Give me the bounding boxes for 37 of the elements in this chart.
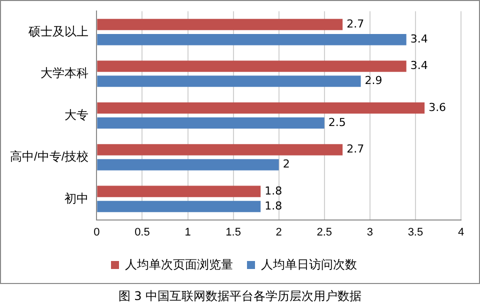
x-tick-label: 3: [366, 226, 373, 238]
x-tick-label: 2: [276, 226, 282, 238]
data-label: 2: [282, 158, 290, 171]
bar: [97, 102, 425, 114]
y-tick-label: 初中: [64, 191, 89, 206]
x-tick-label: 0.5: [134, 226, 150, 238]
y-tick-label: 硕士及以上: [28, 24, 89, 38]
legend-label: 人均单次页面浏览量: [125, 257, 233, 272]
bar: [97, 60, 406, 72]
x-tick-label: 3.5: [408, 226, 424, 238]
y-tick-label: 高中/中专/技校: [10, 150, 89, 164]
data-label: 3.6: [428, 100, 446, 114]
legend-label: 人均单日访问次数: [261, 257, 357, 272]
bar: [97, 117, 324, 129]
x-tick-label: 1.5: [226, 226, 241, 238]
y-tick-label: 大专: [64, 108, 89, 122]
data-label: 1.8: [264, 184, 282, 198]
data-label: 1.8: [264, 199, 282, 212]
x-tick-label: 2.5: [316, 226, 332, 238]
data-label: 2.5: [328, 116, 346, 129]
y-tick-label: 大学本科: [40, 66, 89, 80]
bar: [97, 186, 261, 198]
bar: [97, 76, 361, 87]
data-label: 2.7: [346, 142, 364, 156]
bar: [97, 159, 279, 170]
x-tick-label: 1: [184, 226, 191, 238]
data-label: 3.4: [410, 59, 428, 72]
bar: [97, 200, 261, 212]
x-tick-label: 4: [458, 226, 464, 238]
x-tick-label: 0: [94, 226, 100, 238]
bar: [97, 34, 406, 46]
data-label: 2.7: [346, 17, 364, 30]
bar: [97, 18, 343, 30]
data-label: 3.4: [410, 32, 428, 46]
data-label: 2.9: [364, 74, 382, 88]
bar: [97, 144, 343, 156]
caption: 图 3 中国互联网数据平台各学历层次用户数据: [117, 288, 363, 305]
